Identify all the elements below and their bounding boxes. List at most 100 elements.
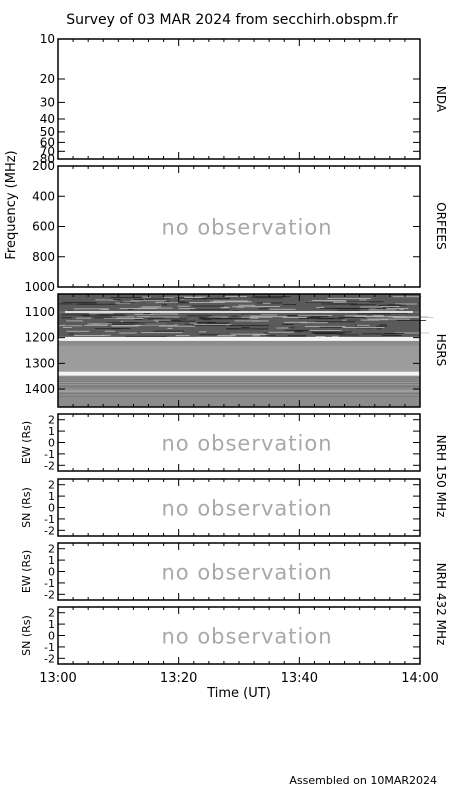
spectrogram-streak bbox=[213, 300, 248, 302]
y-tick-label: -1 bbox=[44, 577, 55, 590]
spectrogram-streak bbox=[202, 319, 211, 321]
spectrogram-streak bbox=[319, 326, 343, 328]
spectrogram-streak bbox=[312, 300, 346, 301]
y-tick-label: 0 bbox=[48, 502, 55, 515]
spectrogram-streak bbox=[119, 301, 156, 303]
spectrogram-streak bbox=[228, 325, 269, 327]
spectrogram-streak bbox=[353, 315, 376, 317]
spectrogram-streak bbox=[107, 299, 118, 301]
spectrogram-streak bbox=[327, 297, 371, 299]
spectrogram-streak bbox=[356, 324, 370, 326]
spectrogram-line bbox=[58, 375, 420, 377]
x-tick-label: 13:00 bbox=[39, 671, 76, 686]
y-tick-label: 1100 bbox=[24, 305, 55, 319]
spectrogram-streak bbox=[241, 316, 273, 318]
spectrogram-streak bbox=[300, 322, 328, 324]
spectrogram-streak bbox=[189, 322, 197, 324]
no-observation-label: no observation bbox=[161, 432, 332, 456]
spectrogram-streak bbox=[362, 333, 399, 335]
spectrogram-line bbox=[58, 383, 420, 384]
y-tick-label: 1000 bbox=[24, 280, 55, 294]
spectrogram-streak bbox=[130, 300, 167, 302]
spectrogram-streak bbox=[136, 316, 150, 318]
spectrogram-streak bbox=[242, 313, 261, 315]
spectrogram-streak bbox=[134, 324, 178, 326]
instrument-label: HSRS bbox=[434, 334, 448, 367]
spectrogram-streak bbox=[108, 323, 149, 325]
y-tick-label: 30 bbox=[40, 95, 55, 109]
spectrogram-streak bbox=[297, 314, 333, 316]
spectrogram-streak bbox=[399, 309, 405, 310]
no-observation-label: no observation bbox=[161, 561, 332, 585]
no-observation-label: no observation bbox=[161, 216, 332, 240]
figure-title: Survey of 03 MAR 2024 from secchirh.obsp… bbox=[66, 12, 398, 28]
spectrogram-line bbox=[58, 378, 420, 380]
spectrogram-streak bbox=[199, 298, 231, 300]
spectrogram-streak bbox=[305, 301, 334, 303]
spectrogram-streak bbox=[315, 321, 356, 323]
spectrogram-streak bbox=[376, 328, 382, 330]
spectrogram-line bbox=[58, 381, 420, 382]
spectrogram-streak bbox=[164, 301, 186, 303]
y-tick-label: 40 bbox=[40, 112, 55, 126]
y-axis-label: EW (Rs) bbox=[20, 550, 33, 593]
y-tick-label: 2 bbox=[48, 607, 55, 620]
spectrogram-streak bbox=[178, 298, 197, 300]
spectrogram-streak bbox=[276, 327, 292, 329]
spectrogram-streak bbox=[282, 304, 297, 306]
spectrogram-streak bbox=[107, 322, 139, 324]
spectrogram-streak bbox=[178, 308, 196, 310]
spectrogram-streak bbox=[380, 319, 389, 321]
spectrogram-line bbox=[58, 396, 420, 398]
spectrogram-streak bbox=[95, 328, 130, 330]
spectrogram-streak bbox=[309, 330, 342, 331]
y-tick-label: 80 bbox=[40, 152, 55, 166]
spectrogram-streak bbox=[205, 323, 228, 325]
spectrogram-streak bbox=[167, 327, 173, 329]
y-axis-label: SN (Rs) bbox=[20, 487, 33, 528]
spectrogram-line bbox=[58, 391, 420, 392]
spectrogram-streak bbox=[247, 316, 288, 318]
spectrogram-streak bbox=[350, 304, 376, 306]
spectrogram-streak bbox=[93, 317, 117, 319]
spectrogram-streak bbox=[357, 313, 390, 315]
spectrogram-streak bbox=[315, 336, 326, 337]
x-tick-label: 13:40 bbox=[281, 671, 318, 686]
spectrogram-streak bbox=[92, 323, 100, 325]
spectrogram-streak bbox=[378, 304, 407, 306]
spectrogram-streak bbox=[331, 335, 339, 337]
spectrogram-streak bbox=[392, 317, 434, 318]
spectrogram-streak bbox=[245, 315, 251, 317]
spectrogram-bright-line bbox=[58, 310, 420, 313]
spectrogram-streak bbox=[199, 334, 219, 336]
spectrogram-streak bbox=[288, 327, 295, 329]
spectrogram-streak bbox=[141, 296, 151, 298]
spectrogram-streak bbox=[386, 308, 409, 309]
instrument-label: ORFEES bbox=[434, 202, 448, 249]
spectrogram-streak bbox=[175, 297, 203, 299]
y-tick-label: -2 bbox=[44, 588, 55, 601]
spectrogram-streak bbox=[115, 302, 131, 304]
instrument-label: NDA bbox=[434, 86, 448, 113]
spectrogram-streak bbox=[269, 308, 296, 310]
y-tick-label: 50 bbox=[40, 125, 55, 139]
spectrogram-streak bbox=[373, 312, 408, 314]
spectrogram-streak bbox=[282, 324, 294, 325]
spectrogram-streak bbox=[145, 298, 170, 300]
spectrogram-streak bbox=[372, 314, 384, 316]
y-tick-label: 0 bbox=[48, 437, 55, 450]
spectrogram-streak bbox=[84, 324, 109, 326]
spectrogram-streak bbox=[123, 321, 156, 323]
spectrogram-streak bbox=[61, 314, 90, 316]
spectrogram-streak bbox=[313, 332, 345, 334]
spectrogram-streak bbox=[142, 306, 162, 308]
spectrogram-streak bbox=[97, 314, 125, 316]
spectrogram-streak bbox=[265, 334, 276, 336]
spectrogram-streak bbox=[171, 320, 182, 322]
spectrogram-streak bbox=[123, 301, 140, 303]
y-tick-label: 2 bbox=[48, 414, 55, 427]
y-tick-label: 1 bbox=[48, 425, 55, 438]
